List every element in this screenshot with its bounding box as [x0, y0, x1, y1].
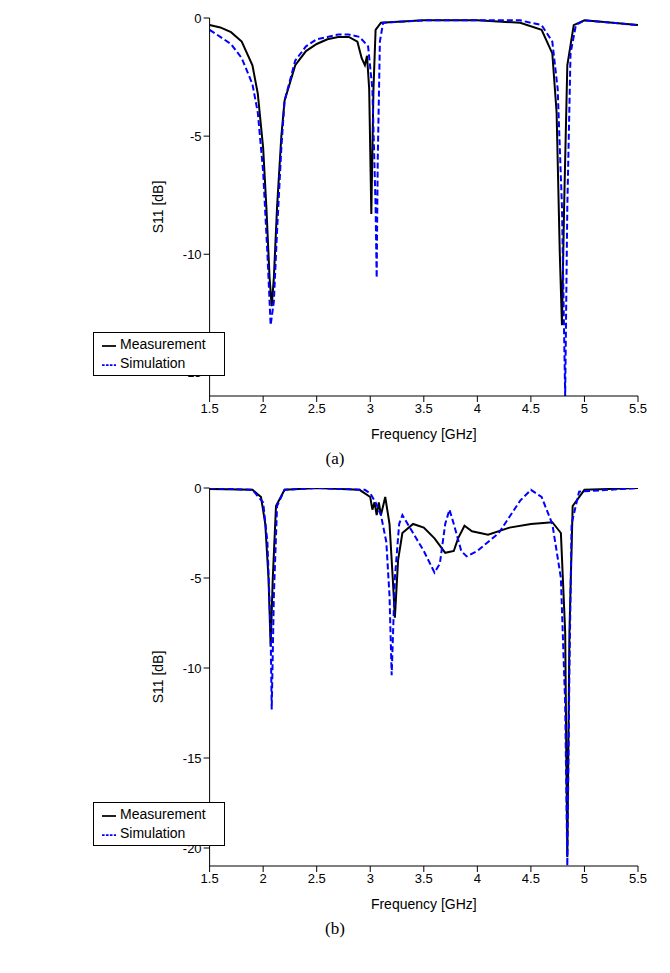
- html-text:(a): (a): [325, 449, 345, 468]
- svg-text:S11 [dB]: S11 [dB]: [150, 181, 166, 234]
- svg-text:-15: -15: [183, 365, 202, 380]
- svg-text:3: 3: [367, 401, 374, 416]
- svg-text:Frequency [GHz]: Frequency [GHz]: [371, 896, 477, 912]
- html-text:Simulation: Simulation: [120, 825, 186, 841]
- svg-text:2: 2: [260, 401, 267, 416]
- svg-text:1.5: 1.5: [201, 871, 219, 886]
- svg-text:4.5: 4.5: [522, 401, 540, 416]
- svg-text:-10: -10: [183, 247, 202, 262]
- svg-text:5.5: 5.5: [629, 401, 647, 416]
- svg-text:4: 4: [474, 871, 481, 886]
- svg-text:0: 0: [194, 11, 201, 26]
- svg-text:5.5: 5.5: [629, 871, 647, 886]
- svg-text:3.5: 3.5: [415, 871, 433, 886]
- html-text:Measurement: Measurement: [120, 806, 206, 822]
- svg-text:5: 5: [581, 871, 588, 886]
- svg-text:-20: -20: [183, 841, 202, 856]
- svg-text:3: 3: [367, 871, 374, 886]
- svg-text:Frequency [GHz]: Frequency [GHz]: [371, 426, 477, 442]
- svg-text:4.5: 4.5: [522, 871, 540, 886]
- html-text:Measurement: Measurement: [120, 336, 206, 352]
- svg-text:5: 5: [581, 401, 588, 416]
- svg-text:1.5: 1.5: [201, 401, 219, 416]
- svg-text:3.5: 3.5: [415, 401, 433, 416]
- svg-text:-10: -10: [183, 661, 202, 676]
- svg-text:-5: -5: [190, 129, 202, 144]
- svg-text:0: 0: [194, 481, 201, 496]
- svg-text:2.5: 2.5: [308, 401, 326, 416]
- html-text:Simulation: Simulation: [120, 355, 186, 371]
- svg-text:2.5: 2.5: [308, 871, 326, 886]
- svg-text:-15: -15: [183, 751, 202, 766]
- svg-text:4: 4: [474, 401, 481, 416]
- svg-text:S11 [dB]: S11 [dB]: [150, 651, 166, 704]
- html-text:(b): (b): [325, 919, 345, 938]
- svg-text:-5: -5: [190, 571, 202, 586]
- svg-text:2: 2: [260, 871, 267, 886]
